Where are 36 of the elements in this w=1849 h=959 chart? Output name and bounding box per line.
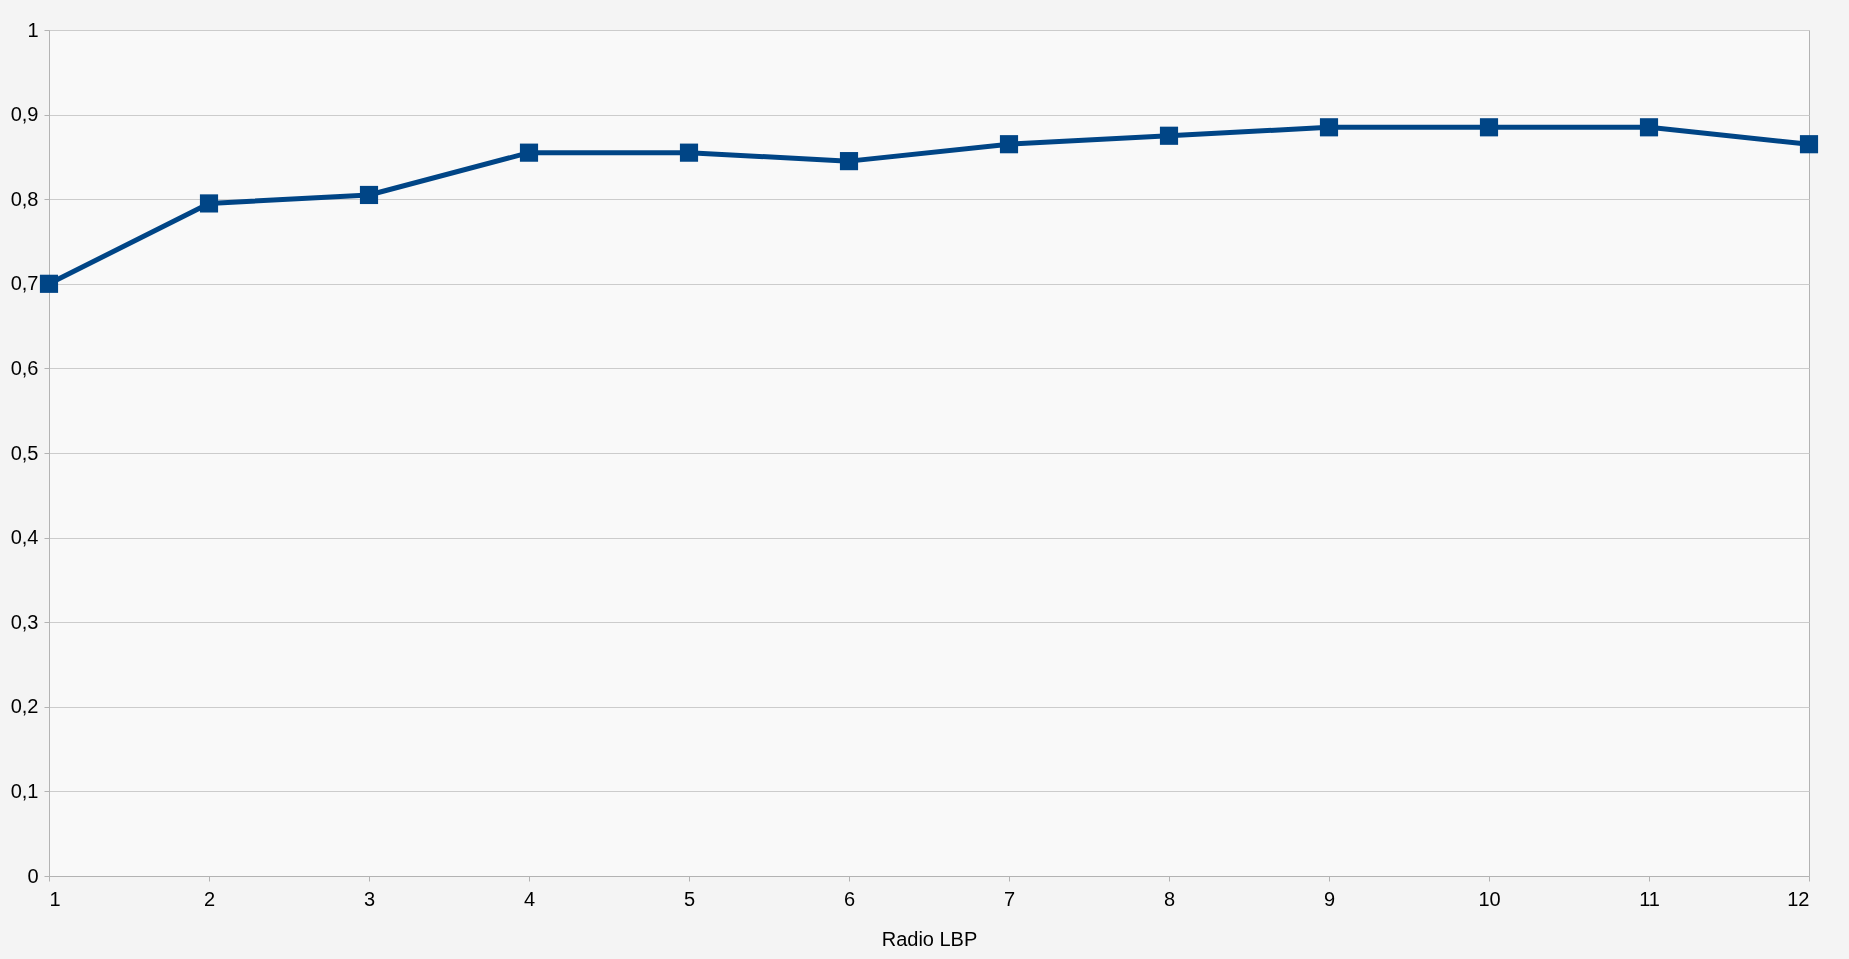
x-tick-label: 12 (1787, 887, 1810, 910)
x-tick-label: 11 (1639, 887, 1660, 910)
point (519, 143, 539, 162)
point (1479, 118, 1499, 137)
point (359, 185, 379, 205)
y-tick-label: 0,1 (10, 779, 39, 802)
point (1639, 118, 1659, 137)
x-tick-label: 10 (1478, 887, 1501, 910)
point (39, 274, 59, 293)
y-tick-label: 0,5 (10, 441, 39, 464)
y-tick-label: 0 (27, 864, 39, 887)
y-tick-label: 0,7 (10, 272, 39, 295)
x-tick-label: 1 (49, 887, 61, 910)
y-tick-label: 1 (27, 18, 39, 41)
y-tick-label: 0,2 (10, 695, 39, 718)
y-tick-label: 0,9 (10, 103, 39, 126)
point (199, 194, 219, 213)
x-tick-label: 9 (1323, 887, 1336, 910)
x-tick-label: 3 (363, 887, 376, 910)
x-axis-title: Radio LBP (881, 927, 978, 950)
point (679, 143, 699, 162)
y-tick-label: 0,8 (10, 187, 39, 210)
y-tick-label: 0,6 (10, 356, 39, 379)
point (1159, 126, 1179, 145)
x-tick-label: 6 (843, 887, 856, 910)
y-tick-label: 0,4 (10, 526, 39, 549)
point (999, 135, 1019, 154)
x-tick-label: 4 (523, 887, 536, 910)
x-tick-label: 5 (683, 887, 696, 910)
y-tick-label: 0,3 (10, 610, 39, 633)
x-tick-label: 2 (203, 887, 216, 910)
x-tick-label: 7 (1003, 887, 1016, 910)
point (839, 152, 859, 171)
x-tick-label: 8 (1163, 887, 1176, 910)
point (1319, 118, 1339, 137)
point (1799, 135, 1819, 154)
